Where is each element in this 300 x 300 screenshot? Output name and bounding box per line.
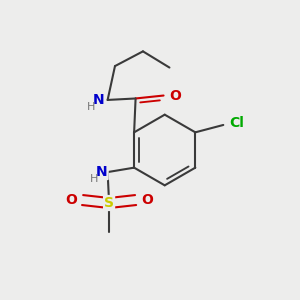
Text: H: H (87, 102, 96, 112)
Text: O: O (141, 193, 153, 207)
Text: N: N (93, 93, 105, 107)
Text: H: H (90, 174, 99, 184)
Text: Cl: Cl (229, 116, 244, 130)
Text: O: O (65, 193, 77, 207)
Text: N: N (96, 165, 108, 179)
Text: O: O (169, 88, 181, 103)
Text: S: S (104, 196, 114, 210)
